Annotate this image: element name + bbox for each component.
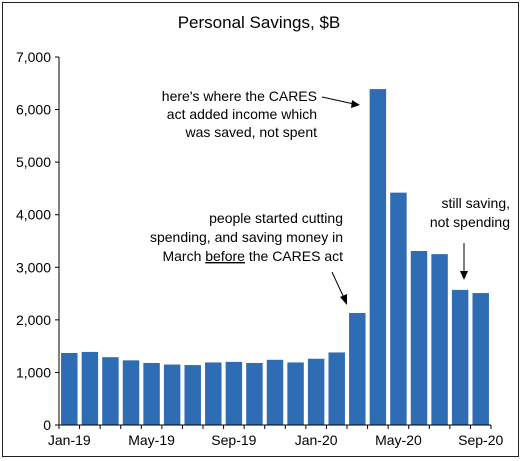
bar-Apr-19 [122, 360, 140, 425]
annotation-march-text-b: the CARES act [245, 248, 343, 264]
chart-title: Personal Savings, $B [178, 13, 341, 32]
bar-Nov-19 [266, 359, 284, 425]
y-tick-label: 7,000 [16, 49, 51, 65]
annotation-march-text-a: March [162, 248, 205, 264]
annotation-still-saving-line-1: still saving, [442, 195, 510, 211]
annotation-cares: here's where the CARES act added income … [162, 88, 360, 140]
annotation-cares-arrow [321, 96, 355, 105]
x-tick-label: Jan-19 [48, 432, 91, 448]
y-tick-label: 2,000 [16, 312, 51, 328]
bar-group [61, 89, 489, 425]
x-tick-label: May-20 [375, 432, 422, 448]
bar-Aug-20 [451, 289, 469, 425]
annotation-still-saving-arrowhead [460, 271, 468, 280]
annotation-cares-arrowhead [351, 100, 360, 108]
annotation-march-arrowhead [340, 294, 347, 305]
x-axis: Jan-19 May-19 Sep-19 Jan-20 May-20 Sep-20 [48, 424, 503, 448]
annotation-march-arrow [331, 271, 345, 299]
bar-May-19 [143, 362, 160, 425]
bar-Jul-19 [184, 365, 201, 425]
annotation-still-saving: still saving, not spending [430, 195, 510, 280]
y-axis: 0 1,000 2,000 3,000 4,000 5,000 6,000 7,000 [16, 49, 60, 433]
bar-Mar-20 [349, 313, 366, 425]
bar-Apr-20 [369, 89, 387, 425]
bar-Sep-19 [225, 361, 243, 425]
bar-Sep-20 [472, 293, 489, 425]
annotation-march-line-2: spending, and saving money in [150, 229, 343, 245]
x-tick-label: Sep-19 [211, 432, 256, 448]
bar-Jul-20 [431, 254, 448, 425]
bar-Jun-19 [163, 364, 181, 425]
bar-Jan-20 [307, 358, 325, 425]
bar-Jan-19 [61, 352, 78, 425]
bar-Mar-19 [102, 357, 119, 425]
x-tick-label: Sep-20 [458, 432, 503, 448]
y-tick-label: 0 [43, 417, 51, 433]
annotation-march: people started cutting spending, and sav… [150, 210, 347, 305]
bar-May-20 [390, 192, 407, 425]
annotation-cares-line-2: act added income which [167, 106, 317, 122]
annotation-cares-line-3: was saved, not spent [184, 124, 317, 140]
y-tick-label: 6,000 [16, 102, 51, 118]
y-tick-label: 3,000 [16, 259, 51, 275]
y-tick-label: 5,000 [16, 154, 51, 170]
annotation-still-saving-line-2: not spending [430, 214, 510, 230]
annotation-march-line-3: March before the CARES act [162, 248, 343, 264]
bar-Feb-20 [328, 352, 345, 425]
y-tick-label: 1,000 [16, 364, 51, 380]
annotation-march-line-1: people started cutting [209, 210, 343, 226]
bar-Feb-19 [81, 351, 99, 425]
annotation-cares-line-1: here's where the CARES [162, 88, 317, 104]
bar-Oct-19 [246, 362, 263, 425]
bar-Dec-19 [287, 362, 304, 425]
annotation-march-underlined-word: before [205, 248, 245, 264]
bar-Jun-20 [410, 250, 428, 425]
x-tick-label: May-19 [128, 432, 175, 448]
bar-Aug-19 [205, 362, 222, 425]
x-tick-label: Jan-20 [295, 432, 338, 448]
y-tick-label: 4,000 [16, 207, 51, 223]
